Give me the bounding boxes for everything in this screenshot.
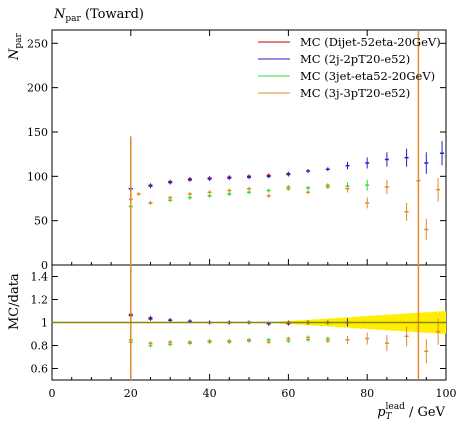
y-tick-label: 200 (27, 82, 48, 95)
y-tick-label: 100 (27, 170, 48, 183)
axis-ticks: 0 20 40 60 80 100 0 50 100 150 200 250 0.6 0.8 1 1.2 1.4 (27, 30, 457, 400)
series-layer (128, 30, 445, 380)
y-tick-label: 0 (41, 259, 48, 272)
x-axis-label: pTlead / GeV (377, 402, 445, 422)
upper-y-label: Npar (7, 32, 24, 61)
legend-label-1: MC (Dijet-52eta-20GeV) (300, 35, 441, 49)
x-tick-label: 40 (203, 387, 217, 400)
ratio-y-tick-label: 1 (41, 317, 48, 330)
x-tick-label: 80 (360, 387, 374, 400)
legend-label-4: MC (3j-3pT20-e52) (300, 86, 410, 100)
y-tick-label: 250 (27, 37, 48, 50)
ratio-y-tick-label: 1.2 (31, 294, 49, 307)
plot-title: Npar (Toward) (53, 7, 144, 24)
y-tick-label: 50 (34, 215, 48, 228)
lower-y-label: MC/data (7, 273, 22, 330)
ratio-y-tick-label: 0.6 (31, 363, 49, 376)
y-tick-label: 150 (27, 126, 48, 139)
x-tick-label: 20 (124, 387, 138, 400)
x-tick-label: 0 (49, 387, 56, 400)
x-tick-label: 100 (436, 387, 457, 400)
ratio-y-tick-label: 0.8 (31, 340, 49, 353)
legend-label-3: MC (3jet-eta52-20GeV) (300, 69, 435, 83)
legend-label-2: MC (2j-2pT20-e52) (300, 52, 410, 66)
legend: MC (Dijet-52eta-20GeV) MC (2j-2pT20-e52)… (258, 35, 441, 100)
x-tick-label: 60 (281, 387, 295, 400)
ratio-y-tick-label: 1.4 (31, 271, 49, 284)
